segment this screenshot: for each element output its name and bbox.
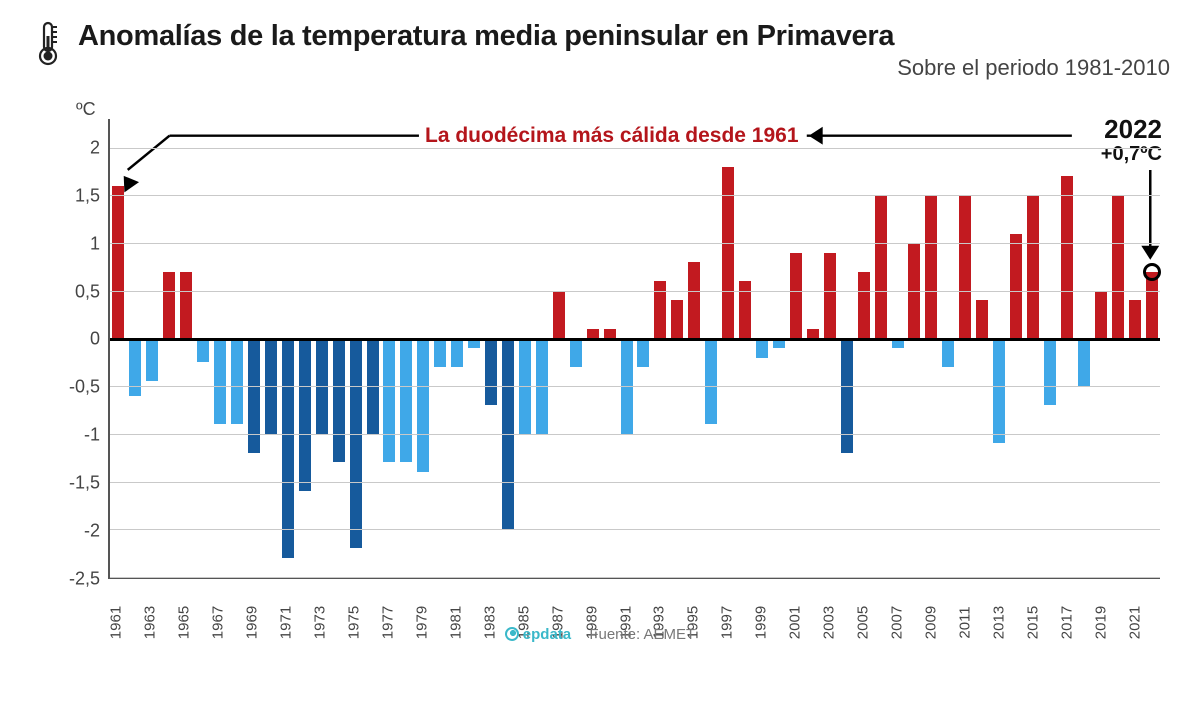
y-axis: -2,5-2-1,5-1-0,500,511,52: [30, 119, 108, 579]
bar: [485, 338, 497, 405]
bar: [299, 338, 311, 491]
y-tick-label: -1: [84, 425, 100, 446]
zero-line: [110, 338, 1160, 341]
bar: [197, 338, 209, 362]
bar: [248, 338, 260, 453]
bar: [1044, 338, 1056, 405]
bar: [587, 329, 599, 339]
annotation-text: La duodécima más cálida desde 1961: [425, 124, 799, 148]
bar: [858, 272, 870, 339]
bar: [146, 338, 158, 381]
plot-area: La duodécima más cálida desde 1961 2022 …: [108, 119, 1160, 579]
gridline: [110, 577, 1160, 578]
bar: [417, 338, 429, 472]
gridline: [110, 386, 1160, 387]
bar: [993, 338, 1005, 443]
gridline: [110, 195, 1160, 196]
bar: [180, 272, 192, 339]
bar: [824, 253, 836, 339]
bar: [671, 300, 683, 338]
bar: [1078, 338, 1090, 386]
bar: [790, 253, 802, 339]
bar: [637, 338, 649, 367]
gridline: [110, 148, 1160, 149]
bar: [451, 338, 463, 367]
chart-area: ºC -2,5 -2 -1,5 -1 -0,5 0 0,5 1 1,5 2 La duodécim…: [30, 99, 1170, 639]
bar: [688, 262, 700, 338]
y-tick-label: 1: [90, 233, 100, 254]
y-tick-label: 2: [90, 137, 100, 158]
source-label: Fuente: AEMET: [589, 626, 695, 643]
callout-2022: 2022 +0,7ºC: [1101, 114, 1162, 166]
y-unit-label: ºC: [76, 99, 96, 120]
chart-title: Anomalías de la temperatura media penins…: [78, 20, 1170, 53]
brand-label: epdata: [523, 626, 571, 643]
bar: [112, 186, 124, 339]
gridline: [110, 482, 1160, 483]
bar: [604, 329, 616, 339]
y-tick-label: -1,5: [69, 473, 100, 494]
thermometer-icon: [30, 20, 66, 71]
bar: [1095, 291, 1107, 339]
bar: [1010, 234, 1022, 339]
y-tick-label: -2: [84, 521, 100, 542]
bar: [841, 338, 853, 453]
bar: [1112, 195, 1124, 338]
bar: [942, 338, 954, 367]
gridline: [110, 291, 1160, 292]
gridline: [110, 243, 1160, 244]
y-tick-label: 1,5: [75, 185, 100, 206]
bar: [383, 338, 395, 462]
chart-subtitle: Sobre el periodo 1981-2010: [78, 55, 1170, 81]
bar: [976, 300, 988, 338]
bar: [350, 338, 362, 548]
bar: [925, 195, 937, 338]
bar: [333, 338, 345, 462]
bar: [553, 291, 565, 339]
bar: [214, 338, 226, 424]
bar: [959, 195, 971, 338]
bar: [722, 167, 734, 339]
y-tick-label: -0,5: [69, 377, 100, 398]
bar: [1129, 300, 1141, 338]
bar: [570, 338, 582, 367]
callout-year: 2022: [1101, 114, 1162, 145]
y-tick-label: 0: [90, 329, 100, 350]
brand-icon: [505, 627, 519, 641]
bar: [1146, 272, 1158, 339]
bar: [875, 195, 887, 338]
bar: [705, 338, 717, 424]
bar: [282, 338, 294, 557]
gridline: [110, 434, 1160, 435]
chart-footer: epdata Fuente: AEMET: [30, 626, 1170, 643]
bars-layer: [110, 119, 1160, 577]
y-tick-label: -2,5: [69, 569, 100, 590]
bar: [1061, 176, 1073, 338]
gridline: [110, 529, 1160, 530]
brand-mark: epdata: [505, 626, 576, 643]
bar: [163, 272, 175, 339]
highlight-ring-icon: [1143, 263, 1161, 281]
bar: [434, 338, 446, 367]
bar: [1027, 195, 1039, 338]
bar: [231, 338, 243, 424]
y-tick-label: 0,5: [75, 281, 100, 302]
bar: [807, 329, 819, 339]
bar: [400, 338, 412, 462]
